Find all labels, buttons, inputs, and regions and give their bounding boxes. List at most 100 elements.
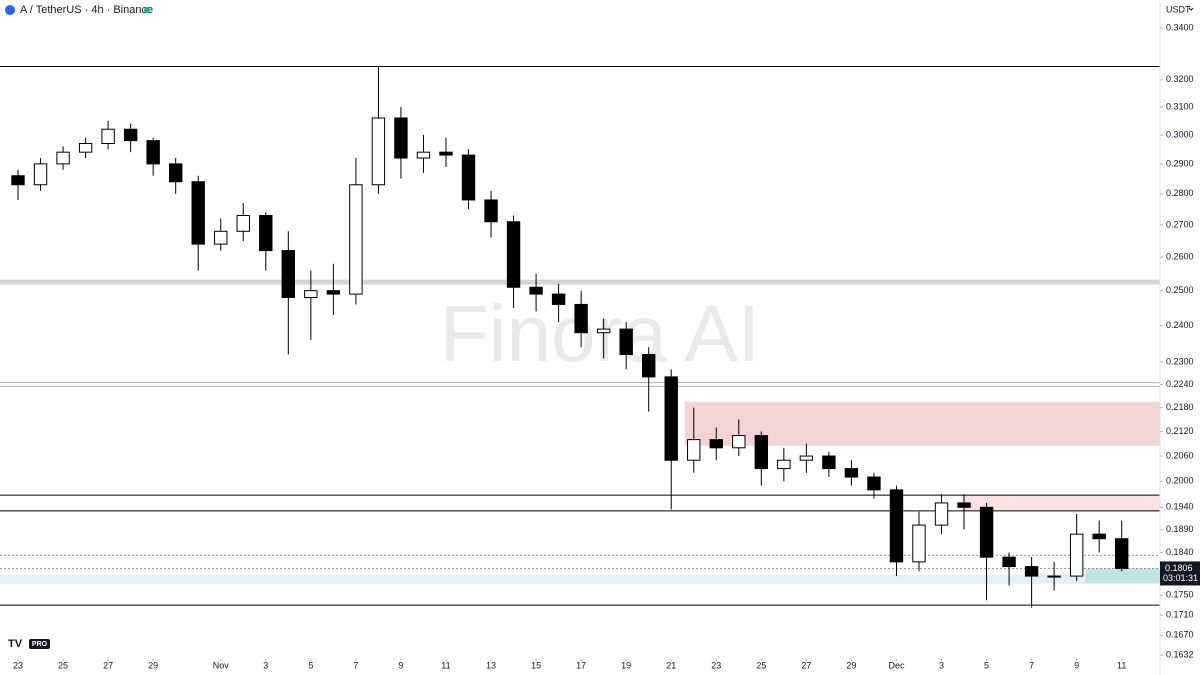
candle-body	[168, 163, 183, 183]
candle-body	[1024, 566, 1039, 577]
candle-body	[912, 524, 926, 563]
chart-title: A / TetherUS · 4h · Binance	[20, 4, 153, 16]
candle-body	[146, 140, 160, 165]
x-tick-label: 11	[1117, 660, 1126, 670]
y-tick-label: 0.1670	[1166, 630, 1194, 640]
candle-body	[394, 117, 408, 159]
symbol-icon	[5, 5, 15, 15]
candle-body	[1002, 556, 1016, 568]
candle-body	[78, 143, 93, 153]
currency[interactable]: USDT	[1166, 4, 1191, 14]
x-tick-label: 29	[148, 660, 158, 670]
candle-body	[551, 293, 566, 305]
watermark: Finora AI	[440, 289, 760, 378]
candle-body	[889, 489, 904, 563]
candle-body	[484, 199, 498, 223]
candle-body	[664, 376, 678, 461]
x-tick-label: 21	[666, 660, 676, 670]
candle-body	[596, 328, 611, 334]
candle-body	[687, 439, 701, 461]
x-tick-label: 9	[1074, 660, 1079, 670]
candle-body	[11, 175, 25, 186]
y-tick-label: 0.1750	[1166, 590, 1194, 600]
y-tick-label: 0.2120	[1166, 426, 1194, 436]
y-tick-label: 0.2700	[1166, 219, 1194, 229]
candle-body	[461, 154, 476, 201]
y-tick-label: 0.3200	[1166, 74, 1194, 84]
candle-body	[33, 163, 48, 186]
x-tick-label: 27	[801, 660, 811, 670]
logo-tv: TV	[8, 638, 23, 650]
x-tick-label: 3	[939, 660, 944, 670]
candle-body	[957, 502, 971, 508]
candle-body	[259, 214, 273, 252]
y-tick-label: 0.2060	[1166, 450, 1194, 460]
candle-body	[799, 455, 814, 461]
candle-body	[214, 230, 228, 245]
candle-body	[326, 290, 341, 295]
candle-body	[979, 506, 994, 558]
x-tick-label: 25	[756, 660, 766, 670]
last-price-label: 0.1806	[1165, 563, 1193, 573]
candle-body	[439, 151, 453, 156]
y-tick-label: 0.1890	[1166, 524, 1194, 534]
x-tick-label: 15	[531, 660, 541, 670]
x-tick-label: 23	[711, 660, 721, 670]
candle-body	[416, 151, 431, 159]
x-tick-label: 25	[58, 660, 68, 670]
zone	[1085, 568, 1160, 584]
candle-body	[709, 439, 723, 449]
y-tick-label: 0.2240	[1166, 379, 1194, 389]
countdown: 03:01:31	[1163, 573, 1198, 583]
x-tick-label: 27	[103, 660, 113, 670]
y-tick-label: 0.2500	[1166, 285, 1194, 295]
candle-body	[822, 455, 836, 470]
candle-body	[754, 435, 769, 470]
candle-body	[349, 184, 363, 295]
candle-body	[777, 459, 791, 470]
y-tick-label: 0.1632	[1166, 649, 1194, 659]
candle-body	[1069, 533, 1084, 577]
x-tick-label: 13	[486, 660, 496, 670]
x-tick-label: 5	[984, 660, 989, 670]
x-tick-label: 11	[441, 660, 450, 670]
y-tick-label: 0.2180	[1166, 402, 1194, 412]
zone	[961, 495, 1160, 511]
candle-body	[1115, 538, 1129, 569]
candle-body	[506, 221, 521, 288]
currency-caret[interactable]	[1188, 7, 1194, 11]
y-tick-label: 0.2400	[1166, 320, 1194, 330]
x-tick-label: 19	[621, 660, 631, 670]
status-dot	[144, 7, 150, 13]
candle-body	[371, 117, 386, 186]
marks-layer	[11, 66, 1129, 608]
x-tick-label: Dec	[888, 660, 905, 670]
candle-body	[304, 290, 318, 299]
candle-body	[1047, 575, 1061, 578]
candle-body	[642, 354, 656, 378]
candle-body	[101, 128, 115, 145]
candle-body	[281, 250, 296, 299]
y-tick-label: 0.3100	[1166, 101, 1194, 111]
x-tick-label: Nov	[213, 660, 230, 670]
candle-body	[56, 151, 70, 165]
y-tick-label: 0.3400	[1166, 22, 1194, 32]
candle-body	[844, 468, 859, 478]
y-tick-label: 0.1840	[1166, 547, 1194, 557]
x-tick-label: 7	[1029, 660, 1034, 670]
candle-body	[191, 181, 205, 245]
y-tick-label: 0.2800	[1166, 188, 1194, 198]
x-tick-label: 5	[308, 660, 313, 670]
x-tick-label: 29	[846, 660, 856, 670]
candle-body	[529, 286, 543, 295]
candle-body	[236, 214, 250, 232]
candle-body	[619, 328, 633, 356]
y-tick-label: 0.2900	[1166, 158, 1194, 168]
x-tick-label: 7	[353, 660, 358, 670]
zone	[0, 574, 1160, 584]
under-layer	[0, 66, 1160, 606]
y-tick-label: 0.3000	[1166, 129, 1194, 139]
